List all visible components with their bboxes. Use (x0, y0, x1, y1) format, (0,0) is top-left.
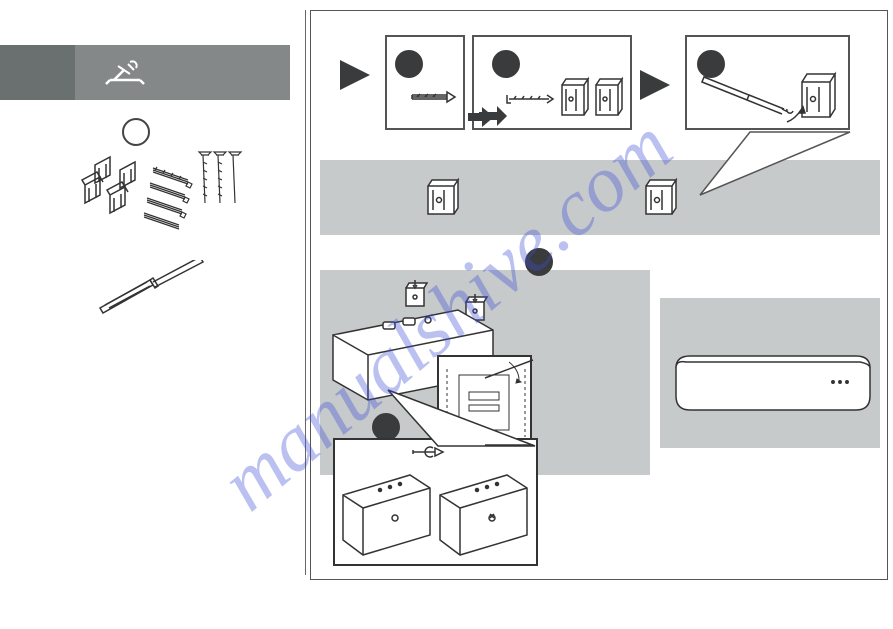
manual-page: manualshive.com (0, 0, 893, 629)
port-detail-box (437, 355, 532, 447)
soundbar-mounted-illustration (668, 338, 878, 438)
wall-bracket-icon (420, 176, 470, 226)
wall-bracket-icon (638, 176, 688, 226)
arrow-icon (466, 105, 496, 130)
underside-detail-icon (335, 440, 540, 568)
underside-detail-box (333, 438, 538, 566)
port-detail-icon (439, 357, 534, 449)
